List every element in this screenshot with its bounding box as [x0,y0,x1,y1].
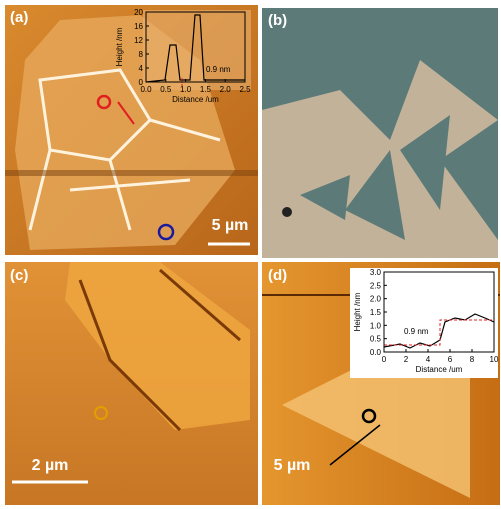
y-tick-label: 12 [134,36,143,45]
y-axis-label: Height /nm [115,27,124,66]
y-axis-label: Height /nm [353,292,362,331]
y-tick-label: 0.5 [370,335,382,344]
y-tick-label: 20 [134,8,143,17]
y-tick-label: 3.0 [370,268,382,277]
x-tick-label: 2.5 [239,85,251,94]
scale-bar-label: 5 µm [212,217,249,234]
y-tick-label: 1.5 [370,308,382,317]
y-tick-label: 1.0 [370,321,382,330]
x-tick-label: 0.5 [160,85,172,94]
y-tick-label: 8 [139,50,144,59]
y-tick-label: 16 [134,22,143,31]
panel-label: (a) [10,9,28,26]
x-tick-label: 0.0 [140,85,152,94]
y-tick-label: 2.0 [370,295,382,304]
figure: (a) 5 µm 0 4 8 12 16 20 0.0 0.5 1.0 1.5 2.0 2.5 Distan… [0,0,501,509]
x-tick-label: 1.0 [180,85,192,94]
x-tick-label: 2.0 [220,85,232,94]
y-tick-label: 4 [139,64,144,73]
x-tick-label: 2 [404,355,409,364]
y-tick-label: 2.5 [370,281,382,290]
inset-annotation: 0.9 nm [404,327,429,336]
x-axis-label: Distance /um [416,365,463,374]
x-tick-label: 1.5 [200,85,212,94]
x-axis-label: Distance /um [172,95,219,104]
panel-b [262,8,498,258]
panel-label: (b) [268,12,287,29]
x-tick-label: 8 [470,355,475,364]
panel-label: (c) [10,267,28,284]
x-tick-label: 4 [426,355,431,364]
panel-label: (d) [268,267,287,284]
scale-bar-label: 5 µm [274,457,311,474]
x-tick-label: 10 [490,355,499,364]
scale-bar-label: 2 µm [32,457,69,474]
inset-annotation: 0.9 nm [206,65,231,74]
y-tick-label: 0.0 [370,348,382,357]
x-tick-label: 6 [448,355,453,364]
x-tick-label: 0 [382,355,387,364]
